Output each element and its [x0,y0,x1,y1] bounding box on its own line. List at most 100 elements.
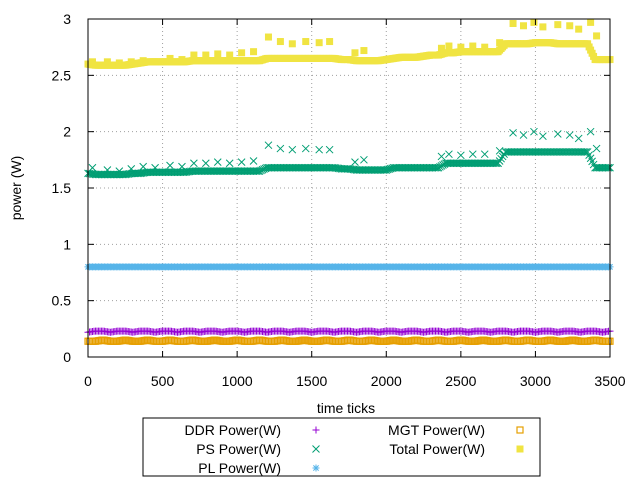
outlier-point [115,59,123,67]
outlier-point [592,144,601,153]
outlier-point [250,48,258,56]
outlier-point [237,158,246,166]
outlier-point [457,43,465,51]
outlier-point [553,130,562,138]
legend-marker [312,426,320,434]
outlier-point [566,22,574,30]
outlier-point [301,144,310,153]
x-tick-label: 3000 [520,373,551,389]
outlier-point [213,158,222,166]
outlier-point [103,166,112,174]
series-0 [84,327,614,336]
data-point [497,154,505,163]
x-tick-label: 1500 [296,373,327,389]
outlier-point [480,150,489,159]
outlier-point [539,23,547,31]
outlier-point [202,51,210,59]
data-point [383,165,392,174]
x-tick-label: 3500 [594,373,625,389]
outlier-point [457,151,465,160]
outlier-point [88,163,97,172]
outlier-point [437,152,446,161]
data-point [380,166,389,174]
outlier-point [127,164,136,173]
outlier-point [190,51,198,59]
outlier-point [437,44,445,52]
data-point [494,159,502,168]
outlier-point [360,47,368,55]
y-tick-label: 2 [63,124,71,140]
outlier-point [166,54,174,62]
x-tick-label: 0 [84,373,92,389]
outlier-point [264,33,272,41]
legend-marker [312,445,320,453]
outlier-point [496,39,504,47]
data-point [254,167,262,175]
outlier-point [530,18,538,26]
outlier-point [226,51,234,59]
outlier-point [509,20,517,28]
outlier-point [288,40,296,48]
outlier-point [575,25,583,33]
outlier-point [326,38,334,46]
y-tick-label: 2.5 [52,67,72,83]
outlier-point [264,141,273,150]
data-point [433,163,441,172]
outlier-point [315,145,324,154]
data-point [382,166,391,174]
outlier-point [315,39,323,47]
outlier-point [103,58,111,66]
outlier-point [468,150,477,159]
legend-label: PL Power(W) [198,460,281,476]
legend-marker [516,426,524,434]
y-tick-label: 0 [63,349,71,365]
outlier-point [360,155,368,164]
outlier-point [166,161,174,170]
outlier-point [139,57,147,65]
legend-label: DDR Power(W) [185,422,281,438]
outlier-point [127,58,135,66]
series-1 [84,148,614,179]
outlier-point [469,42,477,50]
data-point [580,148,589,156]
outlier-point [225,159,234,168]
outlier-point [574,134,583,143]
y-tick-label: 1.5 [52,180,72,196]
outlier-point [519,131,528,139]
outlier-point [214,50,222,58]
outlier-point [554,21,562,29]
outlier-point [586,127,595,136]
data-points [84,18,614,345]
outlier-point [276,38,284,46]
outlier-point [139,162,148,171]
outlier-point [351,49,359,57]
outliers-1 [88,127,601,175]
y-tick-label: 3 [63,11,71,27]
data-point [603,163,611,172]
outlier-point [201,159,210,168]
outlier-point [249,157,258,165]
legend-marker [516,445,524,453]
outlier-point [565,131,574,139]
outlier-point [539,132,547,141]
legend: DDR Power(W) PS Power(W) PL Power(W) MGT Po… [142,417,541,477]
outlier-point [445,150,453,159]
outlier-point [530,127,538,136]
outlier-point [115,167,124,175]
x-tick-label: 500 [151,373,175,389]
outlier-point [276,144,285,153]
x-tick-label: 2500 [445,373,476,389]
outlier-point [302,38,310,46]
outlier-point [587,18,595,26]
outlier-point [445,42,453,50]
outlier-point [151,58,159,66]
x-tick-label: 2000 [371,373,402,389]
outliers-4 [88,18,601,67]
legend-marker [312,464,320,472]
outlier-point [481,43,489,51]
data-point [491,159,500,168]
data-point [385,165,394,173]
y-tick-label: 0.5 [52,293,72,309]
outlier-point [325,145,334,154]
outlier-point [178,162,186,171]
